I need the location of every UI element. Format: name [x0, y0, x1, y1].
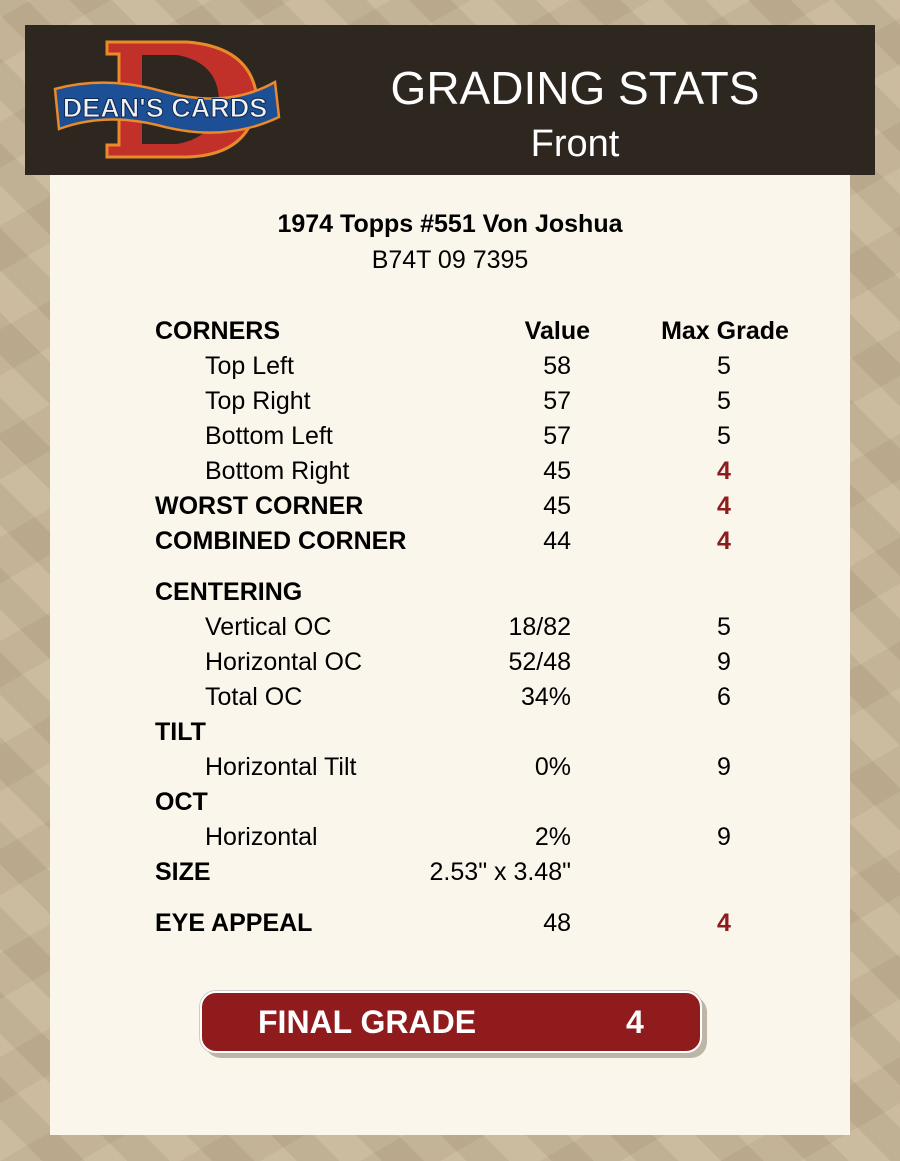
grading-table: CORNERS Value Max Grade Top Left 58 5 Top Righ… — [0, 314, 900, 941]
table-row: Bottom Right 45 4 — [0, 454, 900, 489]
row-value: 45 — [543, 492, 571, 520]
table-row: TILT — [0, 715, 900, 750]
table-row: Horizontal 2% 9 — [0, 820, 900, 855]
row-label: Top Right — [205, 387, 311, 415]
row-max-grade: 4 — [717, 909, 731, 937]
row-label: Horizontal — [205, 823, 318, 851]
row-value: 57 — [543, 387, 571, 415]
table-row: Top Left 58 5 — [0, 349, 900, 384]
row-value: 2.53" x 3.48" — [429, 858, 571, 886]
row-value: 52/48 — [508, 648, 571, 676]
row-value: 45 — [543, 457, 571, 485]
row-max-grade: 9 — [717, 823, 731, 851]
row-value: 48 — [543, 909, 571, 937]
row-value: 57 — [543, 422, 571, 450]
row-value: 0% — [534, 753, 571, 781]
table-row: CORNERS Value Max Grade — [0, 314, 900, 349]
card-name: 1974 Topps #551 Von Joshua — [277, 210, 623, 238]
row-max-grade: 4 — [717, 527, 731, 555]
deans-cards-logo: DEAN'S CARDS — [53, 40, 281, 159]
table-row: COMBINED CORNER 44 4 — [0, 524, 900, 559]
row-label: Total OC — [205, 683, 303, 711]
table-row: Horizontal Tilt 0% 9 — [0, 750, 900, 785]
stats-card — [50, 160, 850, 1135]
table-row: SIZE 2.53" x 3.48" — [0, 855, 900, 890]
row-max-grade: 4 — [717, 492, 731, 520]
row-value: 18/82 — [508, 613, 571, 641]
table-row: WORST CORNER 45 4 — [0, 489, 900, 524]
row-value: 34% — [520, 683, 571, 711]
table-row: EYE APPEAL 48 4 — [0, 906, 900, 941]
table-row: Bottom Left 57 5 — [0, 419, 900, 454]
column-header-max-grade: Max Grade — [661, 317, 789, 345]
row-max-grade: 4 — [717, 457, 731, 485]
row-value: 44 — [543, 527, 571, 555]
row-label: COMBINED CORNER — [155, 527, 407, 555]
row-value: 58 — [543, 352, 571, 380]
table-row: Top Right 57 5 — [0, 384, 900, 419]
row-label: Horizontal OC — [205, 648, 362, 676]
table-row: Vertical OC 18/82 5 — [0, 610, 900, 645]
row-max-grade: 5 — [717, 422, 731, 450]
row-label: Vertical OC — [205, 613, 332, 641]
row-value: 2% — [534, 823, 571, 851]
row-max-grade: 6 — [717, 683, 731, 711]
table-row: OCT — [0, 785, 900, 820]
table-row: Horizontal OC 52/48 9 — [0, 645, 900, 680]
table-row: CENTERING — [0, 575, 900, 610]
row-max-grade: 5 — [717, 387, 731, 415]
row-label: OCT — [155, 788, 208, 816]
final-grade-value: 4 — [626, 1004, 644, 1040]
column-header-value: Value — [524, 317, 590, 345]
final-grade-banner: FINAL GRADE 4 — [200, 991, 702, 1053]
cert-number: B74T 09 7395 — [371, 246, 529, 274]
row-label: Top Left — [205, 352, 294, 380]
row-label: Bottom Right — [205, 457, 350, 485]
row-label: SIZE — [155, 858, 211, 886]
row-label: CENTERING — [155, 578, 303, 606]
final-grade-label: FINAL GRADE — [258, 1004, 477, 1040]
page-title: GRADING STATS — [390, 62, 760, 114]
page-subtitle: Front — [530, 123, 620, 165]
row-label: Horizontal Tilt — [205, 753, 357, 781]
row-label: WORST CORNER — [155, 492, 364, 520]
row-label: CORNERS — [155, 317, 281, 345]
row-max-grade: 9 — [717, 648, 731, 676]
page-header: DEAN'S CARDS GRADING STATS Front — [25, 25, 875, 175]
row-label: EYE APPEAL — [155, 909, 313, 937]
row-max-grade: 5 — [717, 613, 731, 641]
row-label: TILT — [155, 718, 206, 746]
row-label: Bottom Left — [205, 422, 333, 450]
row-max-grade: 9 — [717, 753, 731, 781]
table-row: Total OC 34% 6 — [0, 680, 900, 715]
row-max-grade: 5 — [717, 352, 731, 380]
svg-text:DEAN'S CARDS: DEAN'S CARDS — [63, 93, 267, 123]
